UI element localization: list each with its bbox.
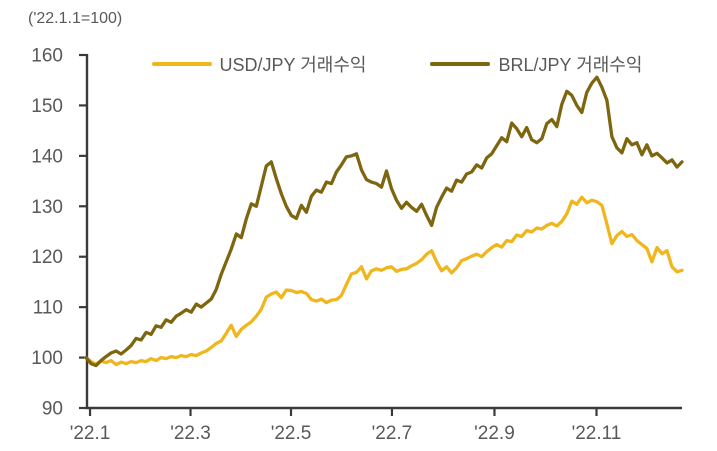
index-base-note: ('22.1.1=100): [28, 10, 123, 27]
series-line-brljpy: [84, 75, 684, 368]
y-tick-label: 90: [42, 399, 63, 420]
y-tick-label: 120: [31, 247, 63, 268]
y-tick-label: 160: [31, 46, 63, 67]
x-tick-label: '22.11: [572, 423, 622, 444]
x-tick-label: '22.3: [170, 423, 211, 444]
x-tick-label: '22.5: [271, 423, 312, 444]
series-line-usdjpy: [84, 195, 684, 367]
y-tick-label: 140: [31, 146, 63, 167]
y-tick-label: 110: [33, 298, 63, 319]
y-tick-label: 130: [31, 197, 63, 218]
y-tick-label: 150: [31, 96, 63, 117]
x-tick-label: '22.7: [372, 423, 413, 444]
x-axis-ticks: '22.1 '22.3 '22.5 '22.7 '22.9 '22.11: [70, 408, 622, 444]
axis-lines: [85, 54, 682, 410]
y-tick-label: 100: [31, 348, 63, 369]
x-tick-label: '22.9: [474, 423, 515, 444]
y-axis-ticks: 90 100 110 120 130 140 150 160: [31, 46, 87, 420]
data-series: [84, 75, 684, 368]
x-tick-label: '22.1: [70, 423, 111, 444]
